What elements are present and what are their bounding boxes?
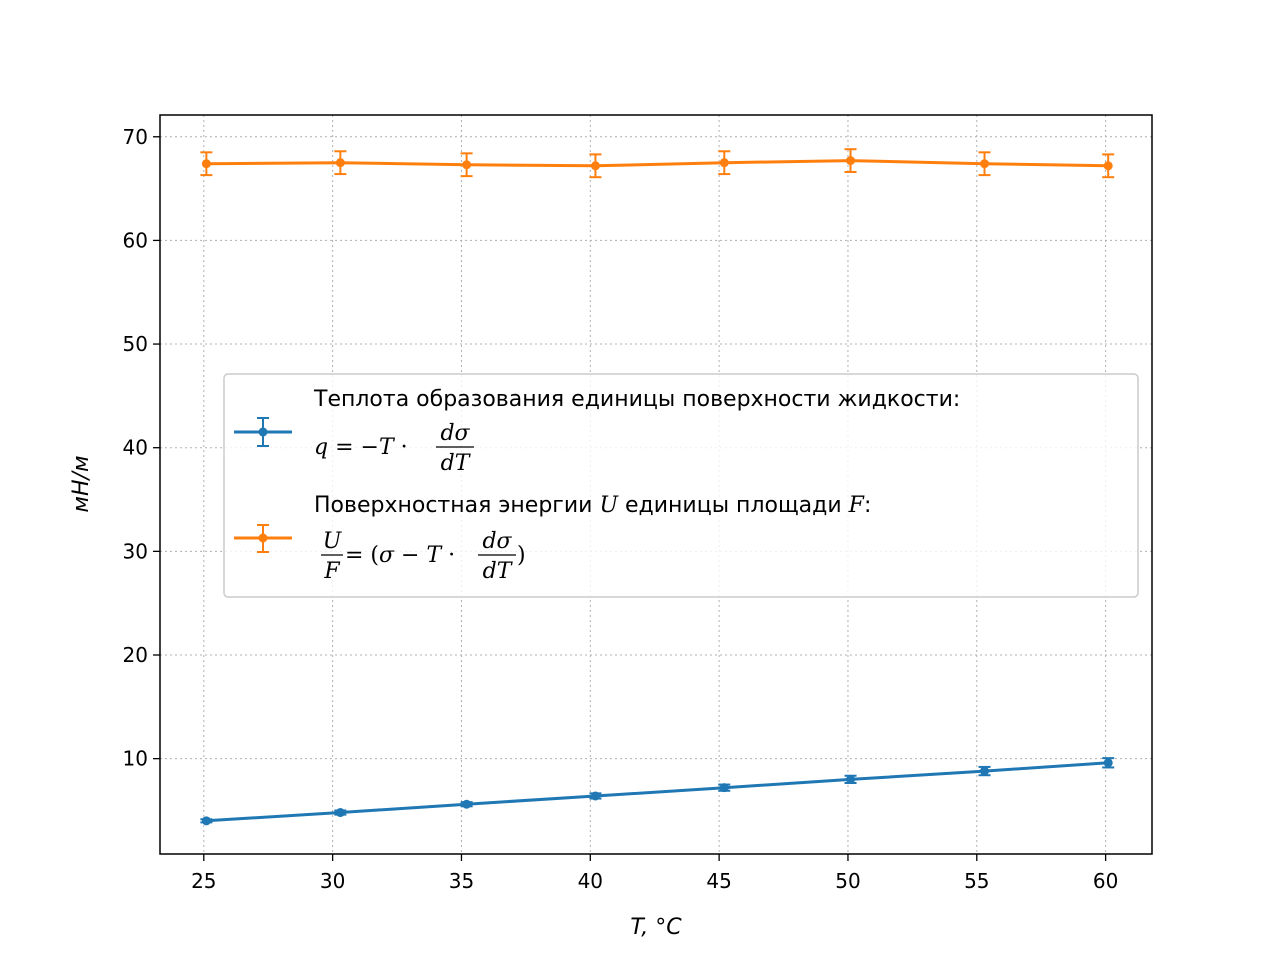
legend-entry-2-title: Поверхностная энергии U единицы площади … xyxy=(314,493,871,518)
x-axis-label-text: T, °C xyxy=(630,915,682,940)
series-layer xyxy=(200,148,1115,826)
legend-marker-2 xyxy=(258,533,268,543)
data-point xyxy=(201,816,211,826)
series-1 xyxy=(200,757,1115,826)
legend-entry-2-frac2-den: dT xyxy=(483,559,514,584)
x-tick-label: 60 xyxy=(1093,869,1118,893)
equals-open: = ( xyxy=(345,543,379,568)
plot-frame xyxy=(159,114,1153,855)
x-tick-label: 40 xyxy=(578,869,603,893)
series-line xyxy=(206,761,1109,823)
legend-entry-2-formula: = (σ − T · xyxy=(345,543,455,568)
data-point xyxy=(590,791,600,801)
frac1-numerator: U xyxy=(323,529,343,554)
series-2 xyxy=(200,148,1115,179)
legend-entry-1-title-text: Теплота образования единицы поверхности … xyxy=(313,387,960,412)
data-point xyxy=(1103,758,1113,768)
data-point xyxy=(846,774,856,784)
legend-entry-2-frac1-num: U xyxy=(323,529,343,554)
frac-numerator: dσ xyxy=(440,421,470,446)
x-tick-label: 45 xyxy=(706,869,731,893)
legend-entry-2-frac2-num: dσ xyxy=(482,529,512,554)
data-point xyxy=(590,161,600,171)
frac2-numerator: dσ xyxy=(482,529,512,554)
close-paren: ) xyxy=(517,543,526,568)
y-tick-label: 10 xyxy=(123,747,148,771)
legend-entry-1-frac-num: dσ xyxy=(440,421,470,446)
legend-entry-1-formula: q = −T · xyxy=(314,435,408,460)
legend-entry-2: Поверхностная энергии U единицы площади … xyxy=(234,493,871,584)
x-tick-label: 30 xyxy=(320,869,345,893)
data-point xyxy=(201,159,211,169)
y-tick-label: 20 xyxy=(123,643,148,667)
y-tick-label: 30 xyxy=(123,539,148,563)
symbol-T-2: T xyxy=(426,543,443,568)
symbol-U: U xyxy=(599,493,619,518)
frac2-denominator: dT xyxy=(483,559,514,584)
legend: Теплота образования единицы поверхности … xyxy=(223,373,1139,598)
symbol-sigma: σ xyxy=(379,543,395,568)
x-tick-label: 55 xyxy=(964,869,989,893)
legend-entry-2-frac1-den: F xyxy=(323,559,340,584)
legend-box xyxy=(223,373,1139,598)
minus: − xyxy=(394,543,426,568)
legend-entry-2-close: ) xyxy=(517,543,526,568)
symbol-T: T xyxy=(379,435,396,460)
y-axis-label: мН/м xyxy=(69,455,94,512)
data-point xyxy=(980,766,990,776)
y-axis-label-text: мН/м xyxy=(69,455,94,512)
x-tick-label: 50 xyxy=(835,869,860,893)
data-point xyxy=(980,159,990,169)
y-tick-label: 50 xyxy=(123,332,148,356)
legend-entry-1: Теплота образования единицы поверхности … xyxy=(234,387,960,476)
dot-2: · xyxy=(441,543,455,568)
ticks: 25 30 35 40 45 50 55 60 10 20 30 40 50 60 70 xyxy=(123,125,1119,893)
series-line xyxy=(206,159,1109,168)
y-tick-label: 70 xyxy=(123,125,148,149)
legend-entry-1-title: Теплота образования единицы поверхности … xyxy=(313,387,960,412)
data-point xyxy=(462,799,472,809)
data-point xyxy=(335,158,345,168)
equals-minus: = − xyxy=(328,435,379,460)
legend-marker-1 xyxy=(258,427,268,437)
dot: · xyxy=(394,435,408,460)
data-point xyxy=(719,158,729,168)
data-point xyxy=(719,783,729,793)
data-point xyxy=(462,160,472,170)
grid xyxy=(160,115,1152,854)
legend-entry-2-text-a: Поверхностная энергии xyxy=(314,493,599,518)
x-tick-label: 25 xyxy=(191,869,216,893)
legend-entry-2-text-c: : xyxy=(864,493,871,518)
y-tick-label: 40 xyxy=(123,436,148,460)
frac-denominator: dT xyxy=(441,451,472,476)
legend-entry-2-text-b: единицы площади xyxy=(618,493,849,518)
symbol-F: F xyxy=(848,493,865,518)
y-tick-label: 60 xyxy=(123,228,148,252)
symbol-q: q xyxy=(314,435,328,460)
legend-entry-1-frac-den: dT xyxy=(441,451,472,476)
data-point xyxy=(335,808,345,818)
data-point xyxy=(1103,161,1113,171)
data-point xyxy=(846,156,856,166)
frac1-denominator: F xyxy=(323,559,340,584)
x-axis-label: T, °C xyxy=(630,915,682,940)
x-tick-label: 35 xyxy=(449,869,474,893)
